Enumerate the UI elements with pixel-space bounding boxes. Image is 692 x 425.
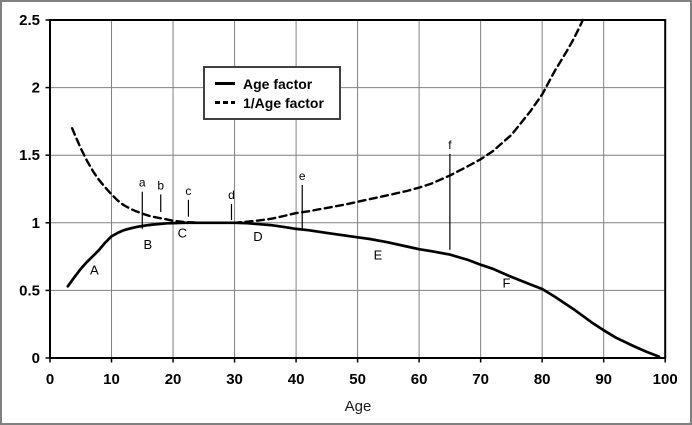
legend-label: Age factor (243, 75, 313, 92)
x-tick-label: 30 (226, 371, 243, 388)
x-tick-label: 50 (349, 371, 366, 388)
plot-frame (49, 19, 667, 359)
x-tick-label: 20 (165, 371, 182, 388)
marker-label-b: b (157, 178, 164, 192)
point-markers: a b c d e f (139, 138, 452, 250)
dashed-line-swatch (215, 101, 235, 104)
y-tick-label: 0.5 (19, 282, 40, 299)
axis-ticks (45, 19, 666, 363)
legend-item-age-factor: Age factor (215, 77, 339, 91)
marker-label-a: a (139, 176, 146, 190)
legend-item-reciprocal-age-factor: 1/Age factor (215, 96, 339, 110)
y-tick-label: 0 (32, 350, 40, 367)
y-tick-label: 1 (32, 215, 40, 232)
y-tick-labels: 0 0.5 1 1.5 2 2.5 (19, 12, 40, 367)
marker-label-e: e (299, 169, 306, 183)
x-tick-label: 40 (288, 371, 305, 388)
marker-label-f: f (448, 138, 452, 152)
x-tick-label: 70 (472, 371, 489, 388)
x-tick-label: 10 (103, 371, 120, 388)
marker-label-d: d (228, 188, 235, 202)
segment-label-B: B (143, 237, 152, 252)
y-tick-label: 1.5 (19, 147, 40, 164)
x-tick-label: 0 (46, 371, 54, 388)
y-tick-label: 2 (32, 80, 40, 97)
solid-line-swatch (215, 82, 235, 85)
y-tick-label: 2.5 (19, 12, 40, 29)
segment-label-C: C (178, 225, 187, 240)
x-axis-title: Age (344, 398, 372, 415)
segment-labels: A B C D E F (90, 225, 511, 290)
x-tick-label: 100 (653, 371, 678, 388)
x-tick-labels: 0 10 20 30 40 50 60 70 80 90 100 (46, 371, 678, 388)
segment-label-A: A (90, 263, 99, 278)
segment-label-D: D (253, 229, 262, 244)
x-tick-label: 90 (595, 371, 612, 388)
chart-legend: Age factor 1/Age factor (203, 66, 341, 120)
x-tick-label: 80 (534, 371, 551, 388)
segment-label-E: E (374, 248, 383, 263)
reciprocal-age-factor-curve (70, 18, 584, 224)
legend-label: 1/Age factor (243, 94, 324, 111)
marker-label-c: c (185, 184, 191, 198)
age-factor-curve (66, 221, 661, 358)
x-tick-label: 60 (411, 371, 428, 388)
segment-label-F: F (503, 275, 511, 290)
